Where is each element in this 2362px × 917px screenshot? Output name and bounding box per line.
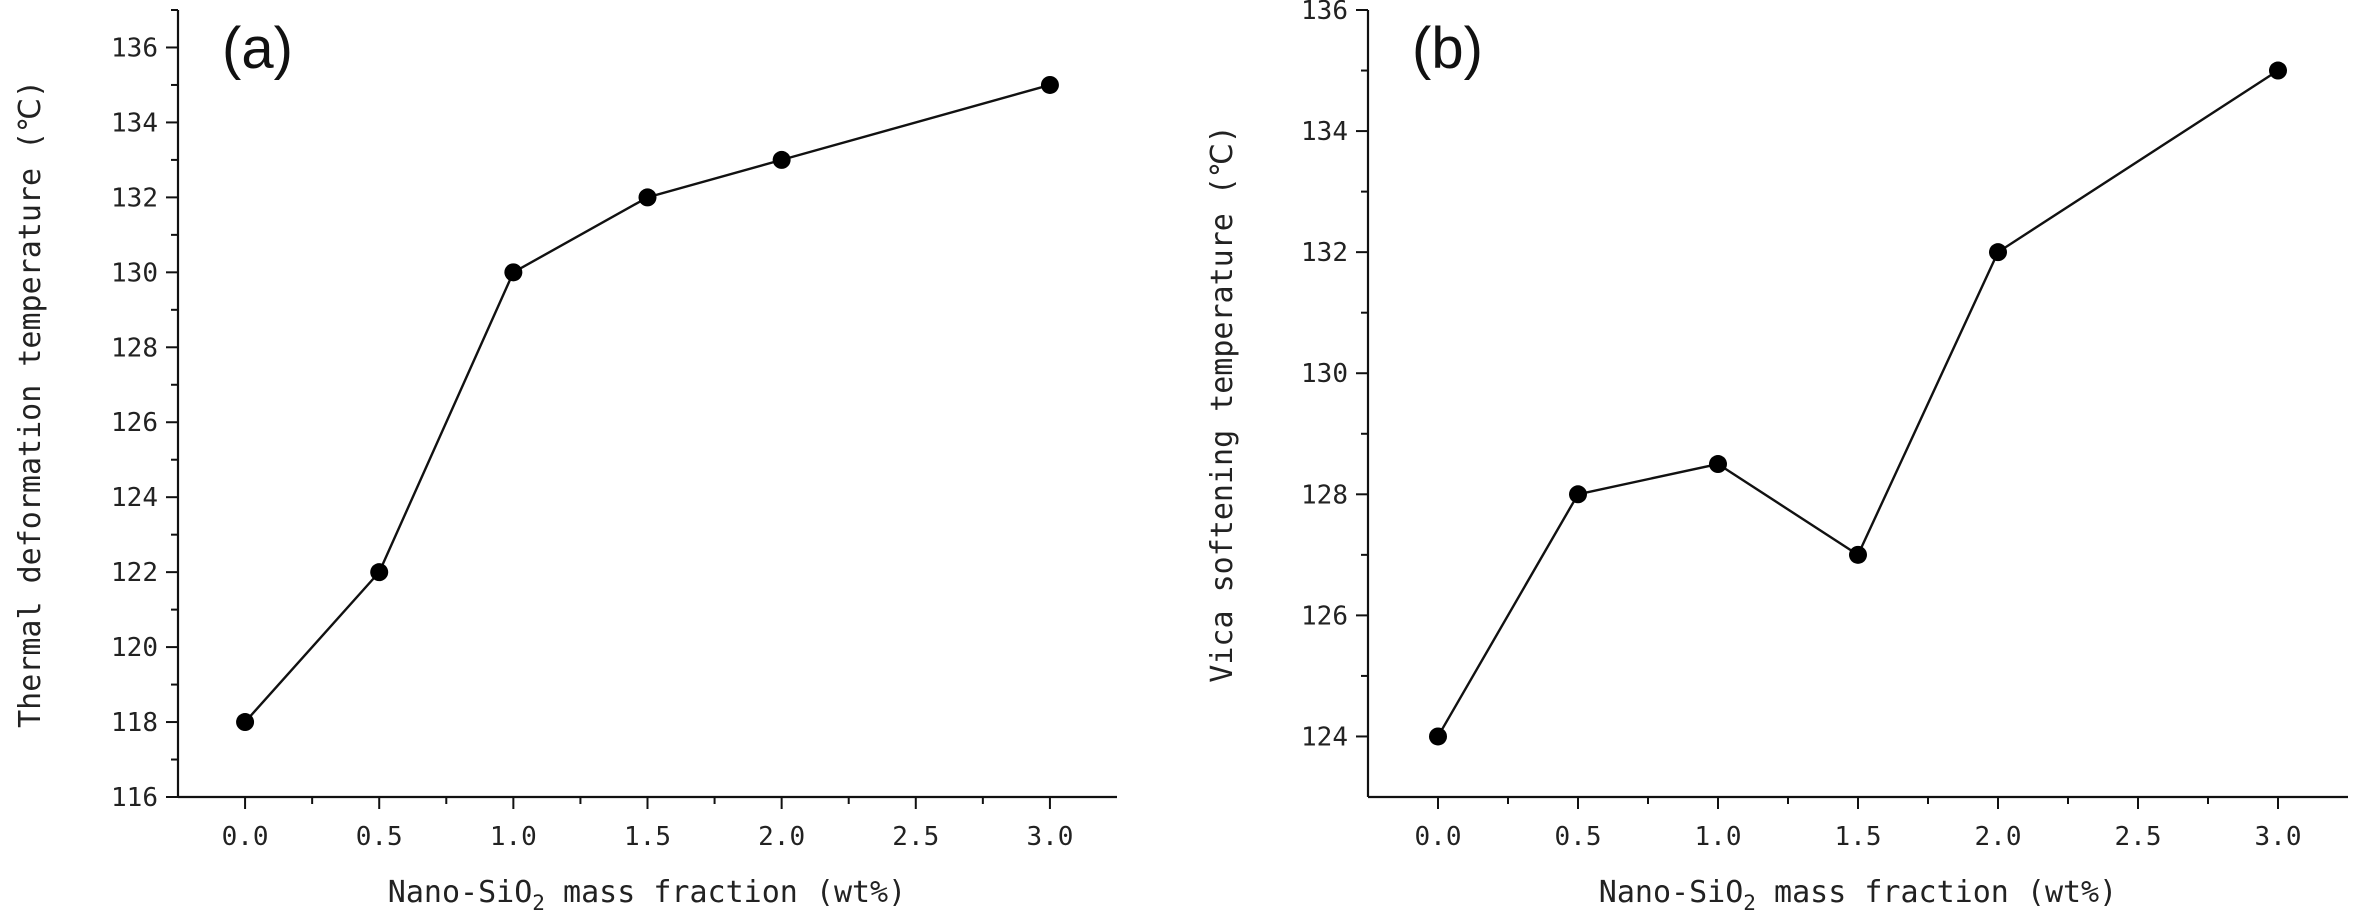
x-axis-title-b-suffix: mass fraction (wt%)	[1756, 875, 2117, 910]
y-tick-label-a-8: 132	[111, 183, 158, 213]
markers-a	[236, 75, 1059, 732]
data-point-a-4	[772, 150, 791, 169]
ticks-b: 0.0 0.5 1.0 1.5 2.0 2.5 3.0 124 126 128 130 132 134 1…	[1301, 0, 2301, 852]
x-axis-title-b-prefix: Nano-SiO	[1599, 875, 1744, 910]
panel-label-b: (b)	[1412, 16, 1483, 81]
y-tick-label-a-10: 136	[111, 33, 158, 63]
data-point-a-3	[638, 188, 657, 207]
data-point-b-5	[2269, 61, 2287, 80]
panel-label-a: (a)	[222, 16, 293, 81]
x-tick-label-a-4: 2.0	[758, 822, 805, 852]
x-axis-title-a-subscript: 2	[532, 891, 545, 915]
y-axis-title-a: Thermal deformation temperature (℃)	[13, 80, 48, 728]
x-tick-label-b-0: 0.0	[1415, 822, 1462, 852]
x-tick-label-b-5: 2.5	[2115, 822, 2162, 852]
y-tick-label-b-6: 136	[1301, 0, 1348, 26]
x-tick-label-a-2: 1.0	[490, 822, 537, 852]
x-axis-title-a-suffix: mass fraction (wt%)	[545, 875, 906, 910]
x-tick-label-b-1: 0.5	[1555, 822, 1602, 852]
data-point-b-1	[1569, 485, 1587, 504]
data-point-a-1	[370, 563, 389, 582]
x-tick-label-a-6: 3.0	[1026, 822, 1073, 852]
series-line-b	[1436, 69, 2279, 738]
y-tick-label-a-0: 116	[111, 783, 158, 813]
x-axis-title-b-subscript: 2	[1743, 891, 1756, 915]
chart-panel-a: (a) 0.0 0.5 1.0 1.5 2.0 2.5 3.0 116 118 120 122 124…	[13, 9, 1117, 915]
x-tick-label-a-5: 2.5	[892, 822, 939, 852]
x-tick-label-b-6: 3.0	[2255, 822, 2302, 852]
markers-b	[1429, 61, 2287, 746]
data-point-a-5	[1040, 75, 1059, 94]
data-point-a-0	[236, 713, 255, 732]
y-tick-label-b-0: 124	[1301, 722, 1348, 752]
x-tick-label-b-4: 2.0	[1975, 822, 2022, 852]
y-tick-label-a-7: 130	[111, 258, 158, 288]
data-point-b-2	[1709, 455, 1727, 474]
x-tick-label-b-3: 1.5	[1835, 822, 1882, 852]
y-tick-label-b-1: 126	[1301, 601, 1348, 631]
x-axis-title-a-prefix: Nano-SiO	[388, 875, 533, 910]
data-point-b-4	[1989, 243, 2007, 262]
y-tick-label-b-3: 130	[1301, 359, 1348, 389]
series-line-a	[244, 83, 1051, 723]
x-axis-title-b: Nano-SiO2 mass fraction (wt%)	[1599, 875, 2117, 915]
x-tick-label-a-1: 0.5	[356, 822, 403, 852]
y-tick-label-b-5: 134	[1301, 117, 1348, 147]
data-point-a-2	[504, 263, 523, 282]
y-tick-label-b-4: 132	[1301, 238, 1348, 268]
y-tick-label-a-3: 122	[111, 558, 158, 588]
x-axis-title-a: Nano-SiO2 mass fraction (wt%)	[388, 875, 906, 915]
x-tick-label-a-0: 0.0	[222, 822, 269, 852]
y-tick-label-a-9: 134	[111, 108, 158, 138]
y-tick-label-a-5: 126	[111, 408, 158, 438]
x-tick-label-b-2: 1.0	[1695, 822, 1742, 852]
y-tick-label-a-2: 120	[111, 633, 158, 663]
y-axis-title-b: Vica softening temperature (℃)	[1205, 125, 1240, 682]
chart-panel-b: (b) 0.0 0.5 1.0 1.5 2.0 2.5 3.0 124 126 128 130 132…	[1205, 0, 2348, 915]
data-point-b-3	[1849, 545, 1867, 564]
ticks-a: 0.0 0.5 1.0 1.5 2.0 2.5 3.0 116 118 120 122 124 126 1…	[111, 9, 1073, 852]
y-tick-label-b-2: 128	[1301, 480, 1348, 510]
y-tick-label-a-4: 124	[111, 483, 158, 513]
y-tick-label-a-1: 118	[111, 708, 158, 738]
data-point-b-0	[1429, 727, 1447, 746]
x-tick-label-a-3: 1.5	[624, 822, 671, 852]
y-tick-label-a-6: 128	[111, 333, 158, 363]
